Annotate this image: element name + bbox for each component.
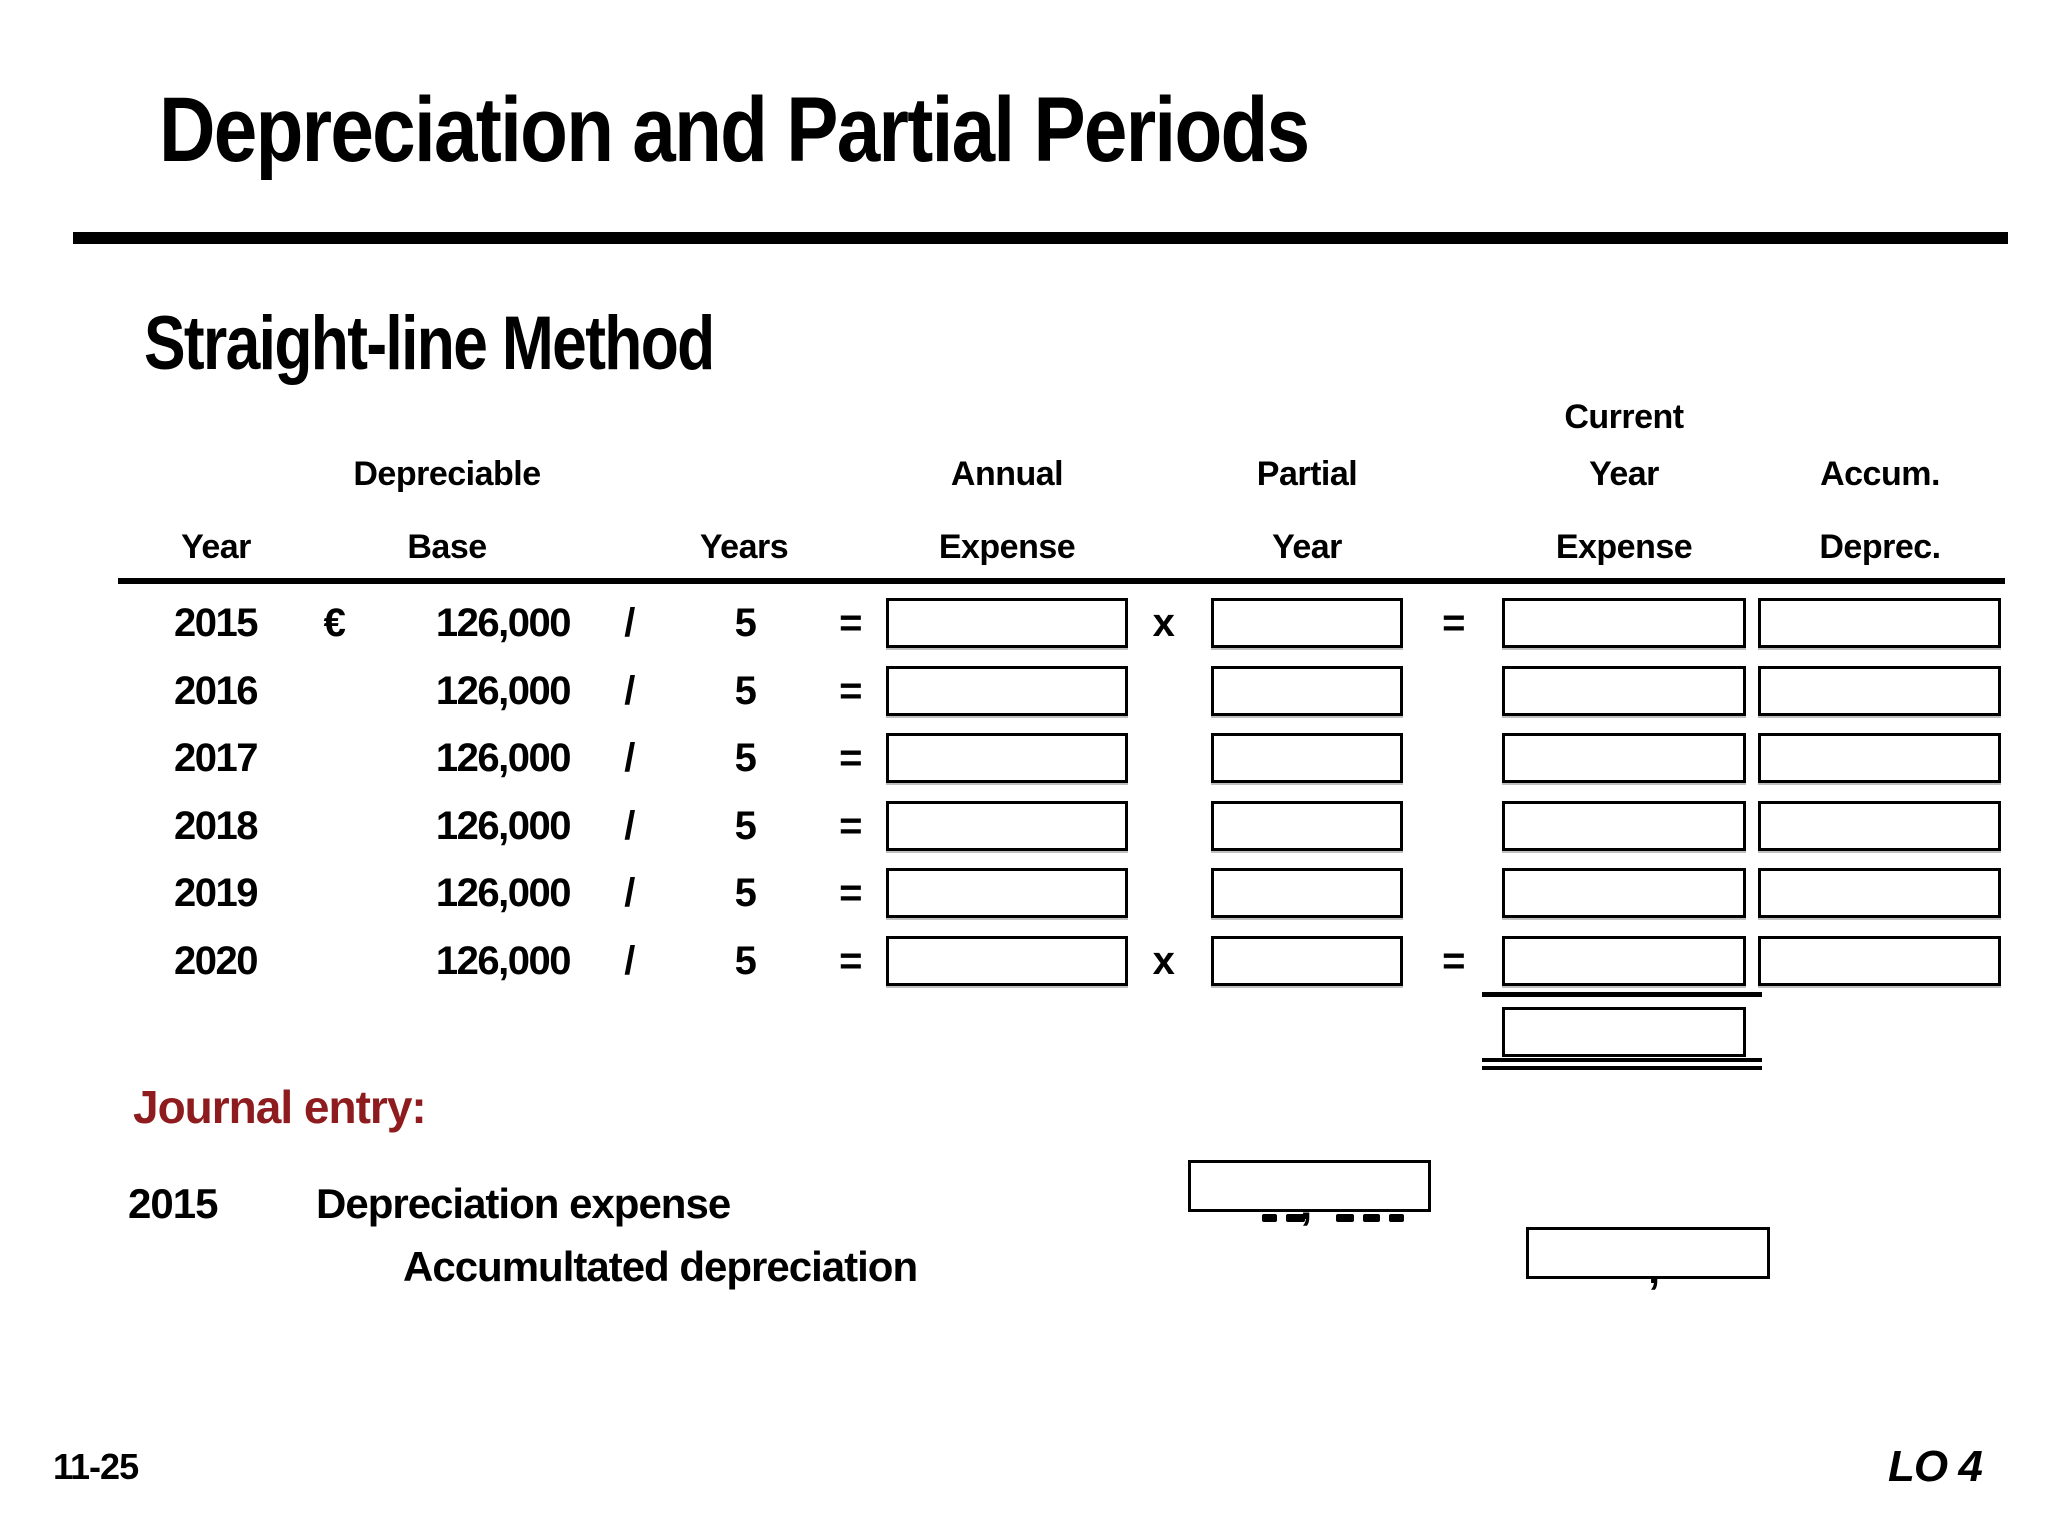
- divide-symbol: /: [624, 736, 635, 780]
- page-title: Depreciation and Partial Periods: [159, 79, 1310, 181]
- annual-expense-blank-box[interactable]: [886, 868, 1128, 918]
- years-value: 5: [734, 939, 757, 983]
- depreciable-base: 126,000: [435, 871, 572, 915]
- depreciable-base: 126,000: [435, 939, 572, 983]
- accum-deprec-blank-box[interactable]: [1758, 733, 2001, 783]
- journal-credit-amount-box[interactable]: [1526, 1227, 1770, 1279]
- column-header-year-col: Year: [181, 528, 251, 566]
- journal-debit-amount-box[interactable]: [1188, 1160, 1431, 1212]
- header-underline: [118, 578, 2005, 584]
- table-row-2015: 2015 € 126,000 / 5 = x =: [0, 598, 2048, 651]
- current-year-expense-blank-box[interactable]: [1502, 666, 1746, 716]
- title-divider: [73, 232, 2008, 244]
- learning-objective: LO 4: [1888, 1442, 1983, 1491]
- partial-year-blank-box[interactable]: [1211, 666, 1403, 716]
- table-row-2020: 2020 126,000 / 5 = x =: [0, 936, 2048, 989]
- year-label: 2015: [174, 601, 258, 645]
- journal-year: 2015: [128, 1180, 218, 1227]
- comma-descender-icon: ,: [1300, 1212, 1322, 1228]
- column-header-partial-year: Year: [1272, 528, 1342, 566]
- clipped-digits-icon: [1262, 1214, 1404, 1226]
- current-year-expense-blank-box[interactable]: [1502, 733, 1746, 783]
- year-label: 2017: [174, 736, 258, 780]
- equals-symbol: =: [1442, 939, 1465, 983]
- total-blank-box[interactable]: [1502, 1007, 1746, 1057]
- years-value: 5: [734, 669, 757, 713]
- partial-year-blank-box[interactable]: [1211, 868, 1403, 918]
- column-header-partial: Partial: [1256, 455, 1358, 493]
- column-header-base: Base: [407, 528, 487, 566]
- equals-symbol: =: [839, 669, 862, 713]
- divide-symbol: /: [624, 669, 635, 713]
- slide-number: 11-25: [53, 1446, 139, 1487]
- divide-symbol: /: [624, 939, 635, 983]
- journal-entry-heading: Journal entry:: [133, 1081, 427, 1133]
- column-header-depreciable: Depreciable: [353, 455, 541, 493]
- partial-year-blank-box[interactable]: [1211, 936, 1403, 986]
- multiply-symbol: x: [1152, 601, 1175, 645]
- equals-symbol: =: [1442, 601, 1465, 645]
- depreciable-base: 126,000: [435, 736, 572, 780]
- divide-symbol: /: [624, 601, 635, 645]
- column-header-cy-expense: Expense: [1555, 528, 1693, 566]
- annual-expense-blank-box[interactable]: [886, 666, 1128, 716]
- partial-year-blank-box[interactable]: [1211, 733, 1403, 783]
- section-subtitle: Straight-line Method: [144, 301, 715, 386]
- years-value: 5: [734, 736, 757, 780]
- divide-symbol: /: [624, 804, 635, 848]
- annual-expense-blank-box[interactable]: [886, 598, 1128, 648]
- column-header-current: Current: [1564, 398, 1684, 436]
- double-rule-top: [1482, 1058, 1762, 1062]
- year-label: 2018: [174, 804, 258, 848]
- annual-expense-blank-box[interactable]: [886, 801, 1128, 851]
- years-value: 5: [734, 871, 757, 915]
- sum-rule-single: [1482, 992, 1762, 997]
- years-value: 5: [734, 804, 757, 848]
- partial-year-blank-box[interactable]: [1211, 801, 1403, 851]
- column-header-expense: Expense: [938, 528, 1076, 566]
- equals-symbol: =: [839, 736, 862, 780]
- year-label: 2020: [174, 939, 258, 983]
- divide-symbol: /: [624, 871, 635, 915]
- comma-descender-icon: ,: [1648, 1276, 1670, 1292]
- table-row-2019: 2019 126,000 / 5 =: [0, 868, 2048, 921]
- journal-credit-account: Accumultated depreciation: [403, 1243, 918, 1290]
- equals-symbol: =: [839, 871, 862, 915]
- current-year-expense-blank-box[interactable]: [1502, 868, 1746, 918]
- depreciable-base: 126,000: [435, 669, 572, 713]
- column-header-accum: Accum.: [1820, 455, 1940, 493]
- accum-deprec-blank-box[interactable]: [1758, 598, 2001, 648]
- partial-year-blank-box[interactable]: [1211, 598, 1403, 648]
- multiply-symbol: x: [1152, 939, 1175, 983]
- depreciable-base: 126,000: [435, 601, 572, 645]
- annual-expense-blank-box[interactable]: [886, 936, 1128, 986]
- column-header-annual: Annual: [950, 455, 1064, 493]
- current-year-expense-blank-box[interactable]: [1502, 801, 1746, 851]
- current-year-expense-blank-box[interactable]: [1502, 936, 1746, 986]
- table-row-2016: 2016 126,000 / 5 =: [0, 666, 2048, 719]
- journal-debit-account: Depreciation expense: [316, 1180, 731, 1227]
- years-value: 5: [734, 601, 757, 645]
- accum-deprec-blank-box[interactable]: [1758, 801, 2001, 851]
- table-row-2018: 2018 126,000 / 5 =: [0, 801, 2048, 854]
- accum-deprec-blank-box[interactable]: [1758, 936, 2001, 986]
- double-rule-bottom: [1482, 1066, 1762, 1070]
- accum-deprec-blank-box[interactable]: [1758, 666, 2001, 716]
- euro-symbol: €: [323, 601, 346, 645]
- current-year-expense-blank-box[interactable]: [1502, 598, 1746, 648]
- year-label: 2016: [174, 669, 258, 713]
- equals-symbol: =: [839, 804, 862, 848]
- table-row-2017: 2017 126,000 / 5 =: [0, 733, 2048, 786]
- annual-expense-blank-box[interactable]: [886, 733, 1128, 783]
- column-header-year: Year: [1589, 455, 1659, 493]
- equals-symbol: =: [839, 939, 862, 983]
- equals-symbol: =: [839, 601, 862, 645]
- year-label: 2019: [174, 871, 258, 915]
- depreciable-base: 126,000: [435, 804, 572, 848]
- column-header-years: Years: [699, 528, 789, 566]
- column-header-deprec: Deprec.: [1819, 528, 1941, 566]
- accum-deprec-blank-box[interactable]: [1758, 868, 2001, 918]
